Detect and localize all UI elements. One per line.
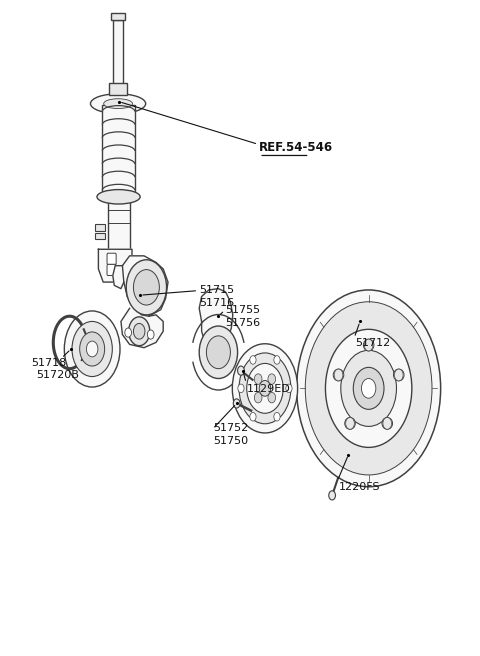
Circle shape [238, 366, 244, 375]
Circle shape [238, 384, 244, 392]
Polygon shape [199, 289, 233, 346]
Circle shape [64, 311, 120, 387]
Circle shape [334, 369, 343, 381]
Circle shape [254, 374, 262, 384]
Circle shape [383, 417, 392, 429]
Circle shape [305, 302, 432, 475]
Circle shape [250, 356, 256, 364]
Circle shape [395, 369, 403, 381]
Ellipse shape [333, 369, 344, 381]
FancyBboxPatch shape [102, 105, 135, 197]
Circle shape [254, 392, 262, 403]
Circle shape [286, 384, 292, 392]
Text: 1220FS: 1220FS [338, 482, 380, 492]
Text: 51718: 51718 [31, 358, 66, 367]
Text: 51716: 51716 [199, 298, 234, 308]
Ellipse shape [90, 94, 146, 113]
FancyBboxPatch shape [95, 224, 105, 231]
Ellipse shape [363, 339, 374, 351]
Circle shape [274, 356, 280, 364]
Circle shape [250, 413, 256, 421]
Circle shape [133, 270, 159, 305]
Circle shape [239, 353, 291, 424]
Circle shape [325, 329, 412, 447]
Text: 51750: 51750 [214, 436, 249, 445]
Circle shape [80, 332, 105, 366]
Circle shape [329, 491, 336, 500]
Ellipse shape [382, 417, 393, 429]
Circle shape [247, 363, 283, 413]
Circle shape [364, 339, 373, 351]
Circle shape [297, 290, 441, 487]
Circle shape [361, 379, 376, 398]
Circle shape [259, 380, 271, 396]
Circle shape [72, 321, 112, 377]
Polygon shape [122, 256, 168, 316]
FancyBboxPatch shape [111, 13, 125, 20]
Circle shape [147, 330, 154, 339]
Ellipse shape [394, 369, 404, 381]
Text: REF.54-546: REF.54-546 [259, 141, 333, 154]
Ellipse shape [97, 190, 140, 204]
Circle shape [126, 260, 167, 315]
FancyBboxPatch shape [95, 233, 105, 239]
Text: 51715: 51715 [199, 285, 234, 295]
Text: 51720B: 51720B [36, 370, 79, 380]
Circle shape [233, 399, 240, 408]
Ellipse shape [345, 417, 355, 429]
Circle shape [232, 344, 298, 433]
Circle shape [199, 326, 238, 379]
Polygon shape [113, 266, 124, 289]
Circle shape [86, 341, 98, 357]
Circle shape [268, 392, 276, 403]
Circle shape [274, 413, 280, 421]
Circle shape [206, 336, 230, 369]
Text: 1129ED: 1129ED [247, 384, 291, 394]
FancyBboxPatch shape [113, 20, 123, 85]
FancyBboxPatch shape [107, 264, 116, 276]
Ellipse shape [104, 99, 132, 108]
FancyBboxPatch shape [109, 83, 127, 95]
Circle shape [129, 317, 150, 346]
FancyBboxPatch shape [107, 253, 116, 264]
Circle shape [341, 350, 396, 426]
Circle shape [353, 367, 384, 409]
Circle shape [268, 374, 276, 384]
Text: 51712: 51712 [355, 338, 390, 348]
Polygon shape [121, 308, 163, 348]
Text: 51755: 51755 [226, 305, 261, 315]
Circle shape [125, 328, 132, 337]
FancyBboxPatch shape [108, 197, 130, 253]
Text: 51752: 51752 [214, 423, 249, 433]
Text: 51756: 51756 [226, 318, 261, 327]
Polygon shape [98, 249, 132, 282]
Circle shape [133, 323, 145, 339]
Circle shape [346, 417, 354, 429]
